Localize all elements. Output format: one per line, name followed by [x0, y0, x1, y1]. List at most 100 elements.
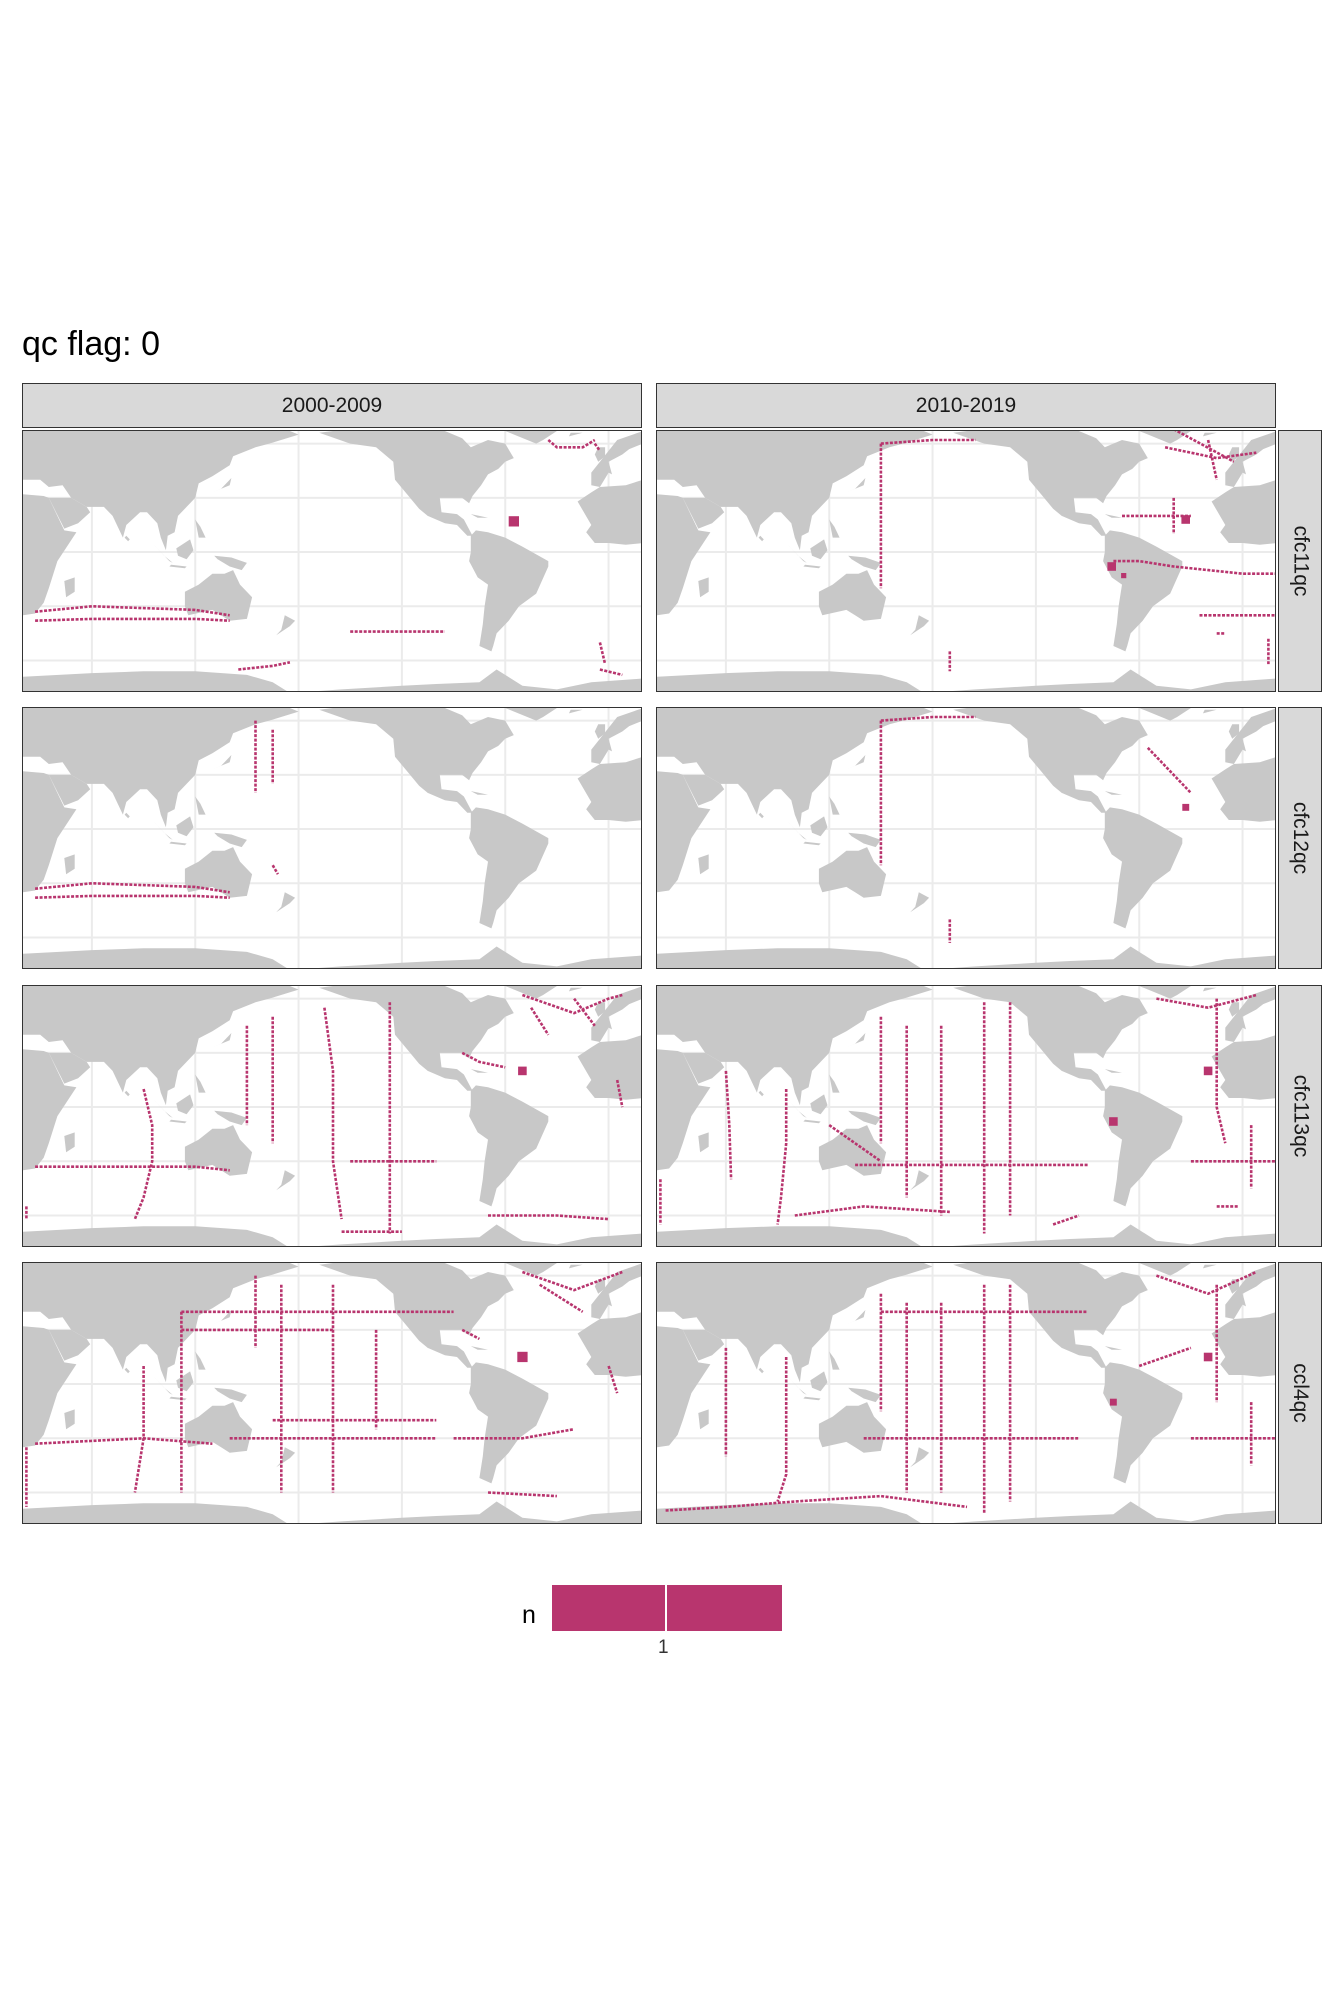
- facet-strip-label: cfc11qc: [1289, 525, 1313, 597]
- map-svg: [23, 1263, 641, 1523]
- land-mass: [319, 986, 514, 1091]
- land-mass: [505, 708, 557, 721]
- land-mass: [829, 519, 840, 538]
- cruise-track: [598, 642, 607, 665]
- land-mass: [848, 832, 881, 848]
- land-mass: [657, 771, 711, 893]
- land-mass: [810, 1371, 828, 1392]
- cruise-track: [521, 993, 623, 1015]
- cruise-track: [1206, 439, 1218, 481]
- cruise-track: [530, 1007, 550, 1036]
- land-mass: [1211, 1035, 1275, 1100]
- land-mass: [848, 1110, 881, 1126]
- land-mass: [657, 708, 933, 828]
- cruise-track: [776, 1357, 788, 1502]
- land-mass: [1225, 1263, 1275, 1319]
- cruise-track: [547, 438, 596, 449]
- land-mass: [1104, 1346, 1122, 1350]
- land-mass: [594, 724, 606, 739]
- land-mass: [591, 708, 641, 764]
- land-mass: [910, 892, 930, 913]
- cruise-track: [1138, 1346, 1192, 1368]
- land-mass: [214, 555, 247, 571]
- cruise-track: [880, 438, 976, 445]
- map-panel: [656, 430, 1276, 692]
- legend-colorbar: [552, 1585, 782, 1631]
- cruise-track: [1164, 446, 1257, 460]
- cruise-track: [607, 1365, 619, 1394]
- land-mass: [577, 1312, 641, 1377]
- land-mass: [1225, 986, 1275, 1042]
- plot-title: qc flag: 0: [22, 325, 160, 363]
- cruise-track: [615, 1079, 624, 1108]
- land-mass: [505, 1263, 557, 1276]
- land-mass: [124, 1090, 130, 1097]
- land-mass: [23, 771, 77, 893]
- land-mass: [1202, 432, 1217, 437]
- land-mass: [1225, 708, 1275, 764]
- cruise-track: [794, 1205, 950, 1217]
- land-mass: [758, 535, 764, 542]
- cruise-track: [1155, 1270, 1257, 1296]
- land-mass: [657, 1501, 1275, 1523]
- map-svg: [657, 1263, 1275, 1523]
- land-mass: [319, 431, 514, 536]
- land-mass: [184, 1125, 253, 1176]
- land-mass: [212, 470, 234, 493]
- land-mass: [1225, 431, 1275, 487]
- land-mass: [176, 539, 194, 560]
- land-mass: [64, 854, 75, 875]
- land-mass: [23, 431, 299, 551]
- map-svg: [23, 431, 641, 691]
- land-mass: [818, 570, 887, 621]
- land-mass: [214, 1110, 247, 1126]
- land-mass: [577, 1035, 641, 1100]
- land-mass: [23, 708, 299, 828]
- cruise-track: [35, 894, 230, 899]
- land-mass: [698, 577, 709, 598]
- land-mass: [23, 494, 77, 616]
- land-mass: [214, 1387, 247, 1403]
- land-mass: [23, 1224, 641, 1246]
- land-mass: [48, 497, 91, 529]
- map-panel: [22, 430, 642, 692]
- cruise-track: [461, 1051, 506, 1069]
- land-mass: [1103, 1085, 1183, 1207]
- land-mass: [505, 986, 557, 999]
- land-mass: [319, 1263, 514, 1368]
- cruise-track: [238, 661, 291, 671]
- land-mass: [469, 1085, 549, 1207]
- map-panel: [22, 985, 642, 1247]
- land-mass: [212, 747, 234, 770]
- land-mass: [48, 774, 91, 806]
- land-mass: [657, 1263, 933, 1383]
- land-mass: [810, 816, 828, 837]
- map-svg: [657, 431, 1275, 691]
- land-mass: [657, 494, 711, 616]
- land-mass: [682, 1052, 725, 1084]
- land-mass: [1103, 807, 1183, 929]
- land-mass: [803, 564, 821, 569]
- cruise-track: [828, 1124, 882, 1163]
- land-mass: [758, 1090, 764, 1097]
- map-panel: [22, 707, 642, 969]
- map-panel: [22, 1262, 642, 1524]
- land-mass: [803, 841, 821, 846]
- land-mass: [803, 1119, 821, 1124]
- land-mass: [124, 535, 130, 542]
- land-mass: [23, 669, 641, 691]
- station-cluster: [1107, 562, 1116, 571]
- map-panel: [656, 985, 1276, 1247]
- legend-title: n: [522, 1601, 536, 1629]
- station-cluster: [1181, 515, 1190, 524]
- land-mass: [1202, 1264, 1217, 1269]
- cruise-track: [1215, 998, 1227, 1144]
- land-mass: [818, 1402, 887, 1453]
- facet-strip-label: ccl4qc: [1289, 1363, 1312, 1423]
- land-mass: [910, 615, 930, 636]
- station-cluster: [508, 516, 519, 527]
- land-mass: [758, 812, 764, 819]
- land-mass: [469, 530, 549, 652]
- cruise-track: [487, 1491, 557, 1498]
